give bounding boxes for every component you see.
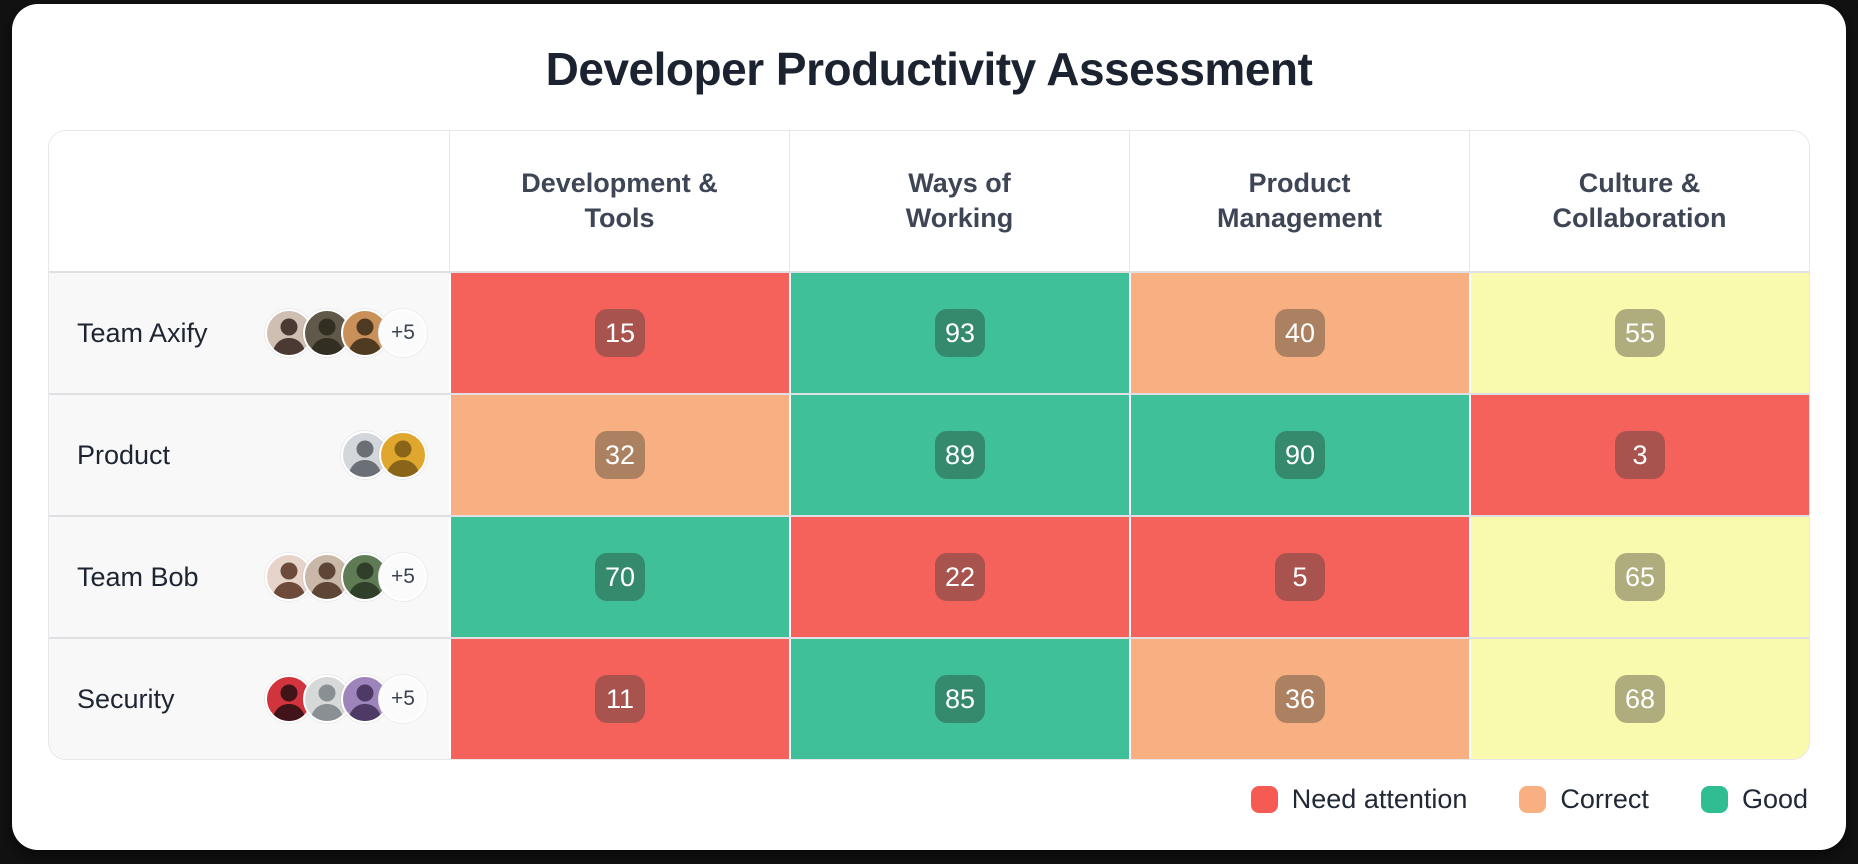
page-title: Developer Productivity Assessment (545, 43, 1313, 95)
legend: Need attention Correct Good (50, 784, 1808, 815)
team-label-cell: Team Bob +5 (49, 517, 449, 637)
score-cell: 68 (1469, 639, 1809, 759)
legend-swatch-icon (1519, 786, 1547, 813)
score-cell: 55 (1469, 273, 1809, 393)
score-badge: 5 (1275, 553, 1325, 601)
score-cell: 40 (1129, 273, 1469, 393)
team-label-cell: Product (49, 395, 449, 515)
column-header: Culture & Collaboration (1469, 131, 1809, 271)
avatar-woman-yellow-bg-icon[interactable] (379, 431, 427, 479)
score-cell: 65 (1469, 517, 1809, 637)
assessment-card: Developer Productivity Assessment Develo… (12, 4, 1846, 850)
score-badge: 85 (935, 675, 985, 723)
score-badge: 32 (595, 431, 645, 479)
score-cell: 11 (449, 639, 789, 759)
score-badge: 40 (1275, 309, 1325, 357)
avatar-group[interactable] (341, 431, 427, 479)
avatar-person-white-shirt-icon[interactable] (341, 431, 389, 479)
score-cell: 5 (1129, 517, 1469, 637)
score-badge: 68 (1615, 675, 1665, 723)
team-label-cell: Security +5 (49, 639, 449, 759)
legend-label: Good (1741, 784, 1808, 814)
score-badge: 3 (1615, 431, 1665, 479)
score-cell: 90 (1129, 395, 1469, 515)
score-badge: 89 (935, 431, 985, 479)
score-cell: 32 (449, 395, 789, 515)
score-badge: 55 (1615, 309, 1665, 357)
team-label-cell: Team Axify +5 (49, 273, 449, 393)
score-badge: 15 (595, 309, 645, 357)
score-cell: 85 (789, 639, 1129, 759)
avatar-overflow-badge[interactable]: +5 (379, 553, 427, 601)
table-row: Team Bob +5 70 22 5 65 (49, 515, 1809, 637)
score-badge: 11 (595, 675, 645, 723)
table-corner-cell (49, 131, 449, 271)
score-badge: 70 (595, 553, 645, 601)
team-name: Team Axify (77, 317, 208, 348)
legend-item: Good (1700, 784, 1808, 815)
table-row: Product 32 89 90 3 (49, 393, 1809, 515)
legend-label: Need attention (1291, 784, 1468, 814)
team-name: Product (77, 439, 171, 470)
table-row: Security +5 11 85 36 68 (49, 637, 1809, 759)
avatar-group[interactable]: +5 (265, 309, 427, 357)
score-cell: 22 (789, 517, 1129, 637)
column-header: Development & Tools (449, 131, 789, 271)
table-row: Team Axify +5 15 93 40 55 (49, 271, 1809, 393)
team-name: Security (77, 683, 175, 714)
team-name: Team Bob (77, 561, 199, 592)
legend-swatch-icon (1700, 786, 1728, 813)
avatar-overflow-badge[interactable]: +5 (379, 675, 427, 723)
score-cell: 93 (789, 273, 1129, 393)
score-badge: 65 (1615, 553, 1665, 601)
score-badge: 36 (1275, 675, 1325, 723)
assessment-table: Development & Tools Ways of Working Produc… (48, 130, 1810, 760)
score-badge: 90 (1275, 431, 1325, 479)
score-cell: 36 (1129, 639, 1469, 759)
avatar-woman-curly-hair-icon[interactable] (341, 309, 389, 357)
legend-label: Correct (1560, 784, 1649, 814)
legend-swatch-icon (1250, 786, 1278, 813)
legend-item: Need attention (1250, 784, 1468, 815)
score-badge: 22 (935, 553, 985, 601)
legend-item: Correct (1519, 784, 1649, 815)
score-cell: 15 (449, 273, 789, 393)
avatar-overflow-badge[interactable]: +5 (379, 309, 427, 357)
column-header: Product Management (1129, 131, 1469, 271)
score-cell: 89 (789, 395, 1129, 515)
score-badge: 93 (935, 309, 985, 357)
table-header-row: Development & Tools Ways of Working Produc… (49, 131, 1809, 271)
column-header: Ways of Working (789, 131, 1129, 271)
score-cell: 70 (449, 517, 789, 637)
avatar-group[interactable]: +5 (265, 675, 427, 723)
score-cell: 3 (1469, 395, 1809, 515)
avatar-group[interactable]: +5 (265, 553, 427, 601)
